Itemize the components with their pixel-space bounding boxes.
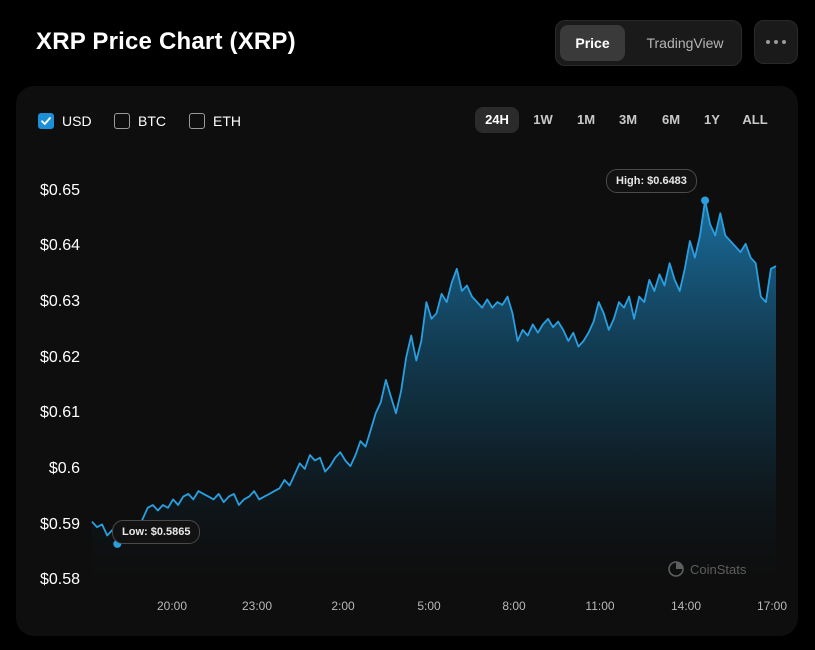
y-tick-label: $0.62 [39, 349, 80, 366]
ellipsis-icon [766, 40, 770, 44]
y-tick-label: $0.58 [39, 571, 80, 588]
ellipsis-icon [782, 40, 786, 44]
range-3m[interactable]: 3M [618, 112, 638, 127]
currency-eth-label: ETH [213, 113, 241, 129]
y-tick-label: $0.59 [39, 516, 80, 533]
y-tick-label: $0.61 [39, 404, 80, 421]
view-toggle: Price TradingView [555, 20, 742, 66]
range-6m[interactable]: 6M [661, 112, 681, 127]
price-line [91, 199, 777, 545]
x-tick-label: 23:00 [241, 599, 273, 613]
currency-eth-checkbox[interactable]: ETH [189, 112, 241, 130]
x-tick-label: 5:00 [417, 599, 441, 613]
y-tick-label: $0.6 [48, 460, 80, 477]
x-tick-label: 14:00 [670, 599, 702, 613]
range-all[interactable]: ALL [742, 112, 768, 127]
checkbox-empty-icon [189, 113, 205, 129]
x-tick-label: 2:00 [331, 599, 355, 613]
coinstats-logo-icon [668, 561, 684, 577]
high-price-badge: High: $0.6483 [606, 169, 697, 193]
tradingview-tab[interactable]: TradingView [646, 35, 724, 51]
y-tick-label: $0.63 [39, 293, 80, 310]
x-tick-label: 17:00 [756, 599, 788, 613]
checkbox-empty-icon [114, 113, 130, 129]
range-1w[interactable]: 1W [533, 112, 553, 127]
currency-usd-label: USD [62, 113, 92, 129]
page-title: XRP Price Chart (XRP) [36, 28, 296, 55]
more-options-button[interactable] [754, 20, 798, 64]
x-tick-label: 8:00 [502, 599, 526, 613]
currency-btc-checkbox[interactable]: BTC [114, 112, 166, 130]
y-tick-label: $0.64 [39, 237, 80, 254]
range-1y[interactable]: 1Y [704, 112, 720, 127]
y-tick-label: $0.65 [39, 182, 80, 199]
watermark-text: CoinStats [690, 561, 747, 577]
checkbox-checked-icon [38, 113, 54, 129]
range-24h[interactable]: 24H [475, 107, 519, 133]
range-1m[interactable]: 1M [576, 112, 596, 127]
price-tab[interactable]: Price [560, 25, 625, 61]
low-price-badge: Low: $0.5865 [112, 520, 201, 544]
currency-usd-checkbox[interactable]: USD [38, 112, 92, 130]
price-area-fill [92, 200, 776, 600]
high-point-marker [701, 196, 710, 205]
currency-btc-label: BTC [138, 113, 166, 129]
coinstats-watermark: CoinStats [668, 560, 746, 578]
ellipsis-icon [774, 40, 778, 44]
x-tick-label: 11:00 [585, 599, 615, 613]
x-tick-label: 20:00 [156, 599, 188, 613]
